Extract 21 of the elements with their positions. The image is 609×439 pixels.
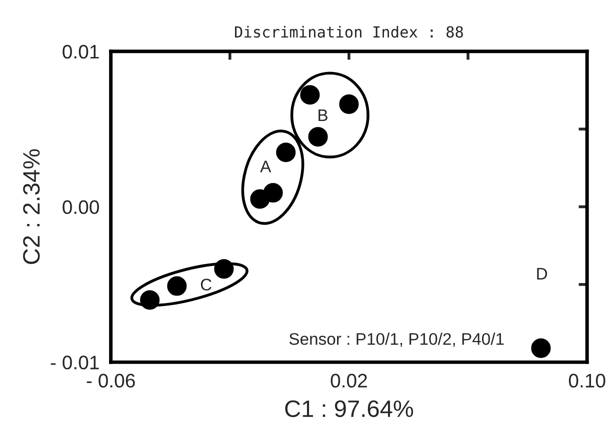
y-tick-label: - 0.01: [50, 356, 99, 370]
point: [300, 85, 320, 105]
chart-title: Discrimination Index : 88: [235, 26, 463, 38]
annotation: C: [200, 278, 212, 290]
x-tick-label: 0.10: [568, 374, 606, 388]
y-tick-label: 0.01: [62, 44, 99, 59]
point: [276, 142, 296, 162]
y-tick-label: 0.00: [62, 200, 99, 214]
point: [339, 94, 359, 114]
point: [531, 338, 551, 358]
point: [263, 183, 283, 203]
x-axis-title: C1 : 97.64%: [285, 400, 414, 418]
x-tick-label: 0.02: [330, 374, 367, 388]
point: [308, 127, 328, 147]
annotation: Sensor : P10/1, P10/2, P40/1: [289, 332, 504, 347]
y-axis-title: C2 : 2.34%: [23, 149, 40, 264]
point: [167, 276, 187, 296]
x-tick-label: - 0.06: [86, 374, 135, 388]
annotation: D: [537, 268, 548, 280]
annotation: B: [318, 109, 328, 121]
annotation: A: [260, 160, 272, 172]
